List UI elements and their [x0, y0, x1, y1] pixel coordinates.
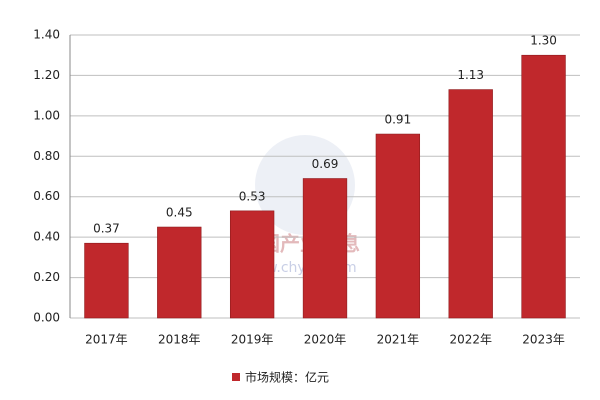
y-tick-label: 0.20 [33, 270, 60, 284]
bar [302, 178, 348, 319]
bar [84, 242, 129, 319]
value-label: 1.13 [457, 68, 484, 82]
legend-swatch [232, 373, 240, 381]
x-tick-label: 2022年 [449, 333, 492, 347]
value-label: 1.30 [530, 34, 557, 48]
value-label: 0.53 [239, 189, 266, 203]
x-tick-label: 2018年 [158, 333, 201, 347]
x-tick-label: 2020年 [304, 333, 347, 347]
bar [229, 210, 275, 319]
y-tick-label: 0.40 [33, 230, 60, 244]
legend-label: 市场规模：亿元 [245, 370, 329, 385]
x-tick-label: 2017年 [85, 333, 128, 347]
value-label: 0.45 [166, 206, 193, 220]
bar [521, 54, 566, 319]
y-tick-label: 1.20 [33, 68, 60, 82]
y-tick-label: 0.60 [33, 189, 60, 203]
bar [448, 89, 493, 319]
value-label: 0.37 [93, 222, 120, 236]
y-tick-label: 1.00 [33, 108, 60, 122]
y-tick-label: 1.40 [33, 28, 60, 42]
y-tick-label: 0.00 [33, 311, 60, 325]
x-tick-label: 2023年 [522, 333, 565, 347]
value-label: 0.69 [312, 157, 339, 171]
x-tick-label: 2019年 [231, 333, 274, 347]
x-tick-label: 2021年 [377, 333, 420, 347]
bar [375, 133, 421, 319]
y-tick-label: 0.80 [33, 149, 60, 163]
bar [157, 226, 202, 319]
value-label: 0.91 [384, 113, 411, 127]
